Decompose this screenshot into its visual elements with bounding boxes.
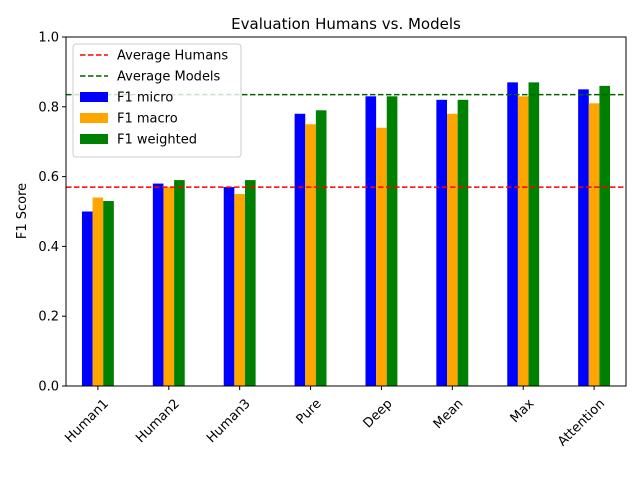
legend-swatch-f1-macro	[80, 113, 108, 123]
x-tick-label-human3: Human3	[204, 396, 254, 446]
bar-f1-macro-deep	[376, 127, 387, 387]
bar-f1-micro-human3	[223, 187, 235, 386]
bar-f1-weighted-human2	[174, 180, 185, 386]
bar-f1-weighted-human3	[244, 180, 256, 386]
x-tick-label-deep: Deep	[361, 396, 396, 431]
x-tick-label-attention: Attention	[555, 396, 608, 449]
bar-f1-weighted-max	[528, 82, 540, 387]
y-tick-label: 0.8	[38, 100, 59, 115]
legend-swatch-f1-micro	[80, 92, 108, 102]
legend-swatch-f1-weighted	[80, 134, 108, 144]
bar-f1-macro-pure	[305, 124, 316, 386]
legend-label-average-humans: Average Humans	[117, 49, 228, 64]
chart-title: Evaluation Humans vs. Models	[231, 15, 461, 33]
bar-f1-macro-human1	[92, 197, 104, 386]
bar-f1-micro-pure	[294, 113, 306, 386]
bar-f1-macro-attention	[588, 103, 600, 386]
y-tick-label: 0.0	[38, 380, 59, 395]
bar-f1-macro-human2	[163, 187, 175, 386]
x-tick-label-max: Max	[508, 396, 538, 426]
bar-f1-micro-mean	[436, 99, 448, 386]
legend-label-average-models: Average Models	[117, 70, 221, 85]
x-tick-label-human1: Human1	[62, 396, 112, 446]
y-tick-label: 0.6	[38, 170, 59, 185]
x-tick-label-mean: Mean	[431, 396, 467, 432]
bar-f1-weighted-human1	[103, 201, 114, 386]
y-tick-label: 0.2	[38, 310, 59, 325]
bar-f1-weighted-mean	[457, 99, 469, 386]
bar-f1-macro-human3	[234, 194, 245, 386]
x-tick-label-human2: Human2	[133, 396, 183, 446]
legend-frame	[72, 43, 242, 158]
y-axis-label: F1 Score	[15, 183, 30, 239]
bar-f1-weighted-attention	[599, 85, 611, 387]
legend-label-f1-micro: F1 micro	[117, 91, 173, 106]
plot-frame	[65, 36, 627, 387]
legend: Average Humans Average Models F1 micro F1 m…	[72, 43, 242, 158]
bar-f1-weighted-deep	[386, 96, 398, 386]
bar-f1-micro-deep	[365, 96, 377, 386]
bar-f1-micro-attention	[578, 89, 589, 386]
x-tick-label-pure: Pure	[294, 396, 325, 427]
bar-f1-macro-mean	[447, 113, 458, 386]
y-tick-label: 0.4	[38, 240, 59, 255]
bar-f1-micro-human1	[81, 211, 93, 386]
y-tick-label: 1.0	[38, 31, 59, 46]
legend-label-f1-weighted: F1 weighted	[117, 133, 197, 148]
legend-label-f1-macro: F1 macro	[117, 112, 178, 127]
bar-f1-micro-human2	[152, 183, 164, 386]
bar-f1-micro-max	[507, 82, 518, 387]
bar-f1-weighted-pure	[315, 110, 327, 386]
bar-f1-macro-max	[517, 96, 529, 386]
